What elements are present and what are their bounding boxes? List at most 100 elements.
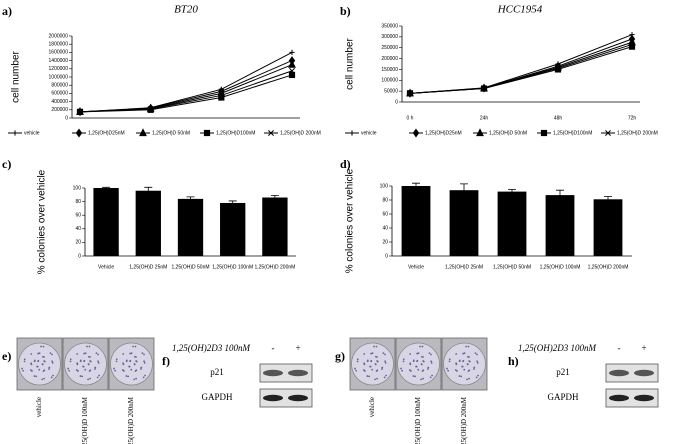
- legend-label: 1,25(OH)D100nM: [216, 130, 255, 136]
- legend-label: 1,25(OH)D100nM: [553, 130, 592, 136]
- x-tick-label: Vehicle: [408, 264, 424, 270]
- colony: [402, 360, 405, 363]
- x-tick-label: 1,25(OH)D 50nM: [493, 264, 531, 270]
- colony: [140, 366, 143, 369]
- y-tick-label: 150000: [381, 67, 398, 73]
- colony: [40, 345, 42, 348]
- bar: [93, 188, 119, 256]
- colony: [462, 352, 465, 355]
- plate-caption: 1,25(OH)D 100nM: [414, 396, 422, 444]
- lane-label: -: [272, 343, 275, 353]
- colony: [83, 352, 86, 355]
- colony: [455, 362, 458, 365]
- x-tick-label: 0 h: [407, 115, 414, 121]
- error-bar: [460, 183, 468, 197]
- colony: [50, 376, 53, 379]
- colony: [366, 375, 369, 377]
- marker: [407, 90, 413, 97]
- colony: [51, 360, 54, 363]
- y-tick-label: 1000000: [49, 74, 69, 80]
- colony: [408, 369, 411, 371]
- colony: [97, 360, 100, 363]
- colony: [363, 362, 366, 365]
- y-tick-label: 1800000: [49, 42, 69, 48]
- bar: [135, 190, 161, 256]
- legend-marker: [540, 129, 548, 137]
- line: [79, 70, 293, 113]
- error-bar: [144, 186, 153, 195]
- colony: [43, 360, 46, 363]
- y-tick-label: 350000: [381, 23, 398, 29]
- colony: [419, 345, 421, 348]
- colony: [88, 345, 91, 348]
- colony: [87, 363, 90, 366]
- colony: [373, 345, 375, 348]
- panel-label: a): [2, 4, 12, 18]
- colony: [135, 377, 137, 380]
- colony: [421, 370, 424, 373]
- colony: [421, 345, 424, 348]
- x-tick-label: Vehicle: [98, 264, 114, 270]
- colony: [129, 359, 132, 362]
- x-tick-label: 1,25(OH)D 50nM: [171, 264, 209, 270]
- colony: [474, 352, 477, 355]
- colony: [135, 356, 137, 358]
- colony: [465, 345, 467, 348]
- colony: [122, 362, 125, 365]
- panel-label: d): [340, 157, 351, 171]
- line: [79, 60, 293, 113]
- colony: [41, 363, 44, 366]
- colony: [468, 377, 470, 380]
- colony: [134, 345, 137, 348]
- y-axis-label: % colonies over vehicle: [37, 169, 48, 274]
- colony: [81, 375, 84, 378]
- plate-dish: [64, 342, 107, 386]
- y-tick-label: 1400000: [49, 58, 69, 64]
- colony: [366, 359, 369, 362]
- line: [409, 43, 633, 94]
- colony: [371, 368, 374, 371]
- colony: [400, 367, 402, 370]
- colony: [429, 376, 432, 379]
- colony: [448, 358, 451, 361]
- plate-caption: 1,25(OH)D 200nM: [460, 396, 468, 444]
- plate-caption: vehicle: [368, 397, 376, 417]
- colony: [455, 353, 458, 355]
- bar: [545, 195, 575, 256]
- legend-label: vehicle: [361, 130, 377, 136]
- y-tick-label: 0: [395, 99, 398, 105]
- colony: [130, 352, 133, 355]
- colony: [473, 366, 476, 369]
- bar: [401, 186, 431, 256]
- legend-marker: [605, 130, 611, 136]
- colony: [376, 360, 379, 363]
- colony: [384, 353, 386, 356]
- legend-marker: [268, 130, 274, 136]
- colony: [458, 359, 461, 362]
- band: [288, 394, 308, 402]
- colony: [447, 369, 450, 372]
- colony: [114, 369, 117, 372]
- colony: [374, 378, 377, 381]
- colony: [68, 369, 71, 372]
- colony: [376, 377, 378, 380]
- colony: [33, 359, 36, 362]
- chart-title: BT20: [174, 4, 198, 16]
- x-tick-label: 48h: [554, 115, 563, 121]
- colony: [461, 365, 464, 368]
- error-bar: [508, 189, 516, 194]
- panel-label: b): [340, 4, 351, 18]
- x-tick-label: 24h: [480, 115, 489, 121]
- y-tick-label: 400000: [51, 99, 68, 105]
- colony: [49, 352, 52, 355]
- x-tick-label: 1,25(OH)D 200nM: [254, 264, 295, 270]
- panel-label: g): [335, 349, 345, 363]
- colony: [414, 375, 417, 378]
- colony: [133, 363, 136, 366]
- y-tick-label: 200000: [51, 107, 68, 113]
- bar: [449, 190, 479, 256]
- colony: [38, 368, 41, 371]
- y-tick-label: 800000: [51, 83, 68, 89]
- blot-strip: [259, 388, 313, 408]
